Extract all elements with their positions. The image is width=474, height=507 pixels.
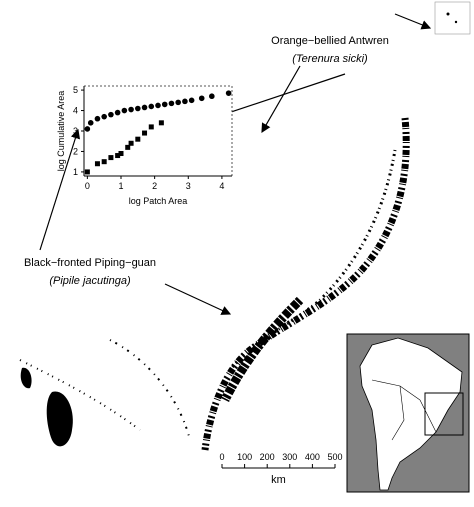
point xyxy=(94,161,100,167)
point xyxy=(94,115,101,122)
point xyxy=(142,130,148,136)
point xyxy=(209,93,215,100)
forest-fragments xyxy=(19,117,410,451)
y-tick-label: 5 xyxy=(73,85,78,95)
point xyxy=(148,124,154,130)
scale-unit: km xyxy=(271,474,286,486)
point xyxy=(101,113,107,120)
scale-tick-label: 400 xyxy=(305,452,320,462)
point xyxy=(115,153,121,159)
plot-frame xyxy=(83,85,233,177)
point xyxy=(158,120,164,126)
fragment xyxy=(454,20,458,24)
point xyxy=(118,151,124,156)
point xyxy=(108,111,114,118)
species-name: Black−fronted Piping−guan xyxy=(24,257,156,269)
point xyxy=(128,106,134,113)
island-box xyxy=(434,1,471,35)
point xyxy=(188,97,195,104)
species-latin: (Terenura sicki) xyxy=(292,53,368,65)
scale-tick-label: 500 xyxy=(327,452,342,462)
point xyxy=(161,101,168,108)
point xyxy=(121,107,128,114)
x-tick-label: 1 xyxy=(118,181,123,191)
point xyxy=(182,98,188,105)
point xyxy=(84,169,90,175)
y-tick-label: 2 xyxy=(73,146,78,156)
point xyxy=(128,140,134,146)
point xyxy=(101,159,107,165)
point xyxy=(84,126,91,132)
fragment xyxy=(46,391,73,447)
x-tick-label: 2 xyxy=(152,181,157,191)
y-tick-label: 1 xyxy=(73,167,78,177)
x-tick-label: 4 xyxy=(219,181,224,191)
point xyxy=(225,90,232,96)
point xyxy=(175,99,181,106)
point xyxy=(168,100,175,107)
point xyxy=(114,109,121,116)
y-axis-label: log Cumulative Area xyxy=(56,91,66,172)
y-tick-label: 4 xyxy=(73,106,78,116)
point xyxy=(135,136,141,142)
species-name: Orange−bellied Antwren xyxy=(271,35,389,47)
scale-tick-label: 100 xyxy=(237,452,252,462)
point xyxy=(135,105,141,112)
scale-tick-label: 0 xyxy=(219,452,224,462)
point xyxy=(87,120,94,126)
scale-tick-label: 200 xyxy=(260,452,275,462)
point xyxy=(108,155,114,161)
fragment xyxy=(446,12,450,16)
scale-tick-label: 300 xyxy=(282,452,297,462)
point xyxy=(148,103,155,110)
point xyxy=(155,102,161,109)
scale-bar: 0 100 200 300 400 500 km xyxy=(219,452,342,486)
point xyxy=(141,104,148,111)
point xyxy=(198,95,205,102)
x-axis-label: log Patch Area xyxy=(129,196,188,206)
y-tick-label: 3 xyxy=(73,126,78,136)
x-tick-label: 0 xyxy=(85,181,90,191)
x-tick-label: 3 xyxy=(186,181,191,191)
species-latin: (Pipile jacutinga) xyxy=(49,275,131,287)
point xyxy=(125,144,131,150)
locator-map xyxy=(346,333,470,493)
fragment xyxy=(20,367,32,389)
